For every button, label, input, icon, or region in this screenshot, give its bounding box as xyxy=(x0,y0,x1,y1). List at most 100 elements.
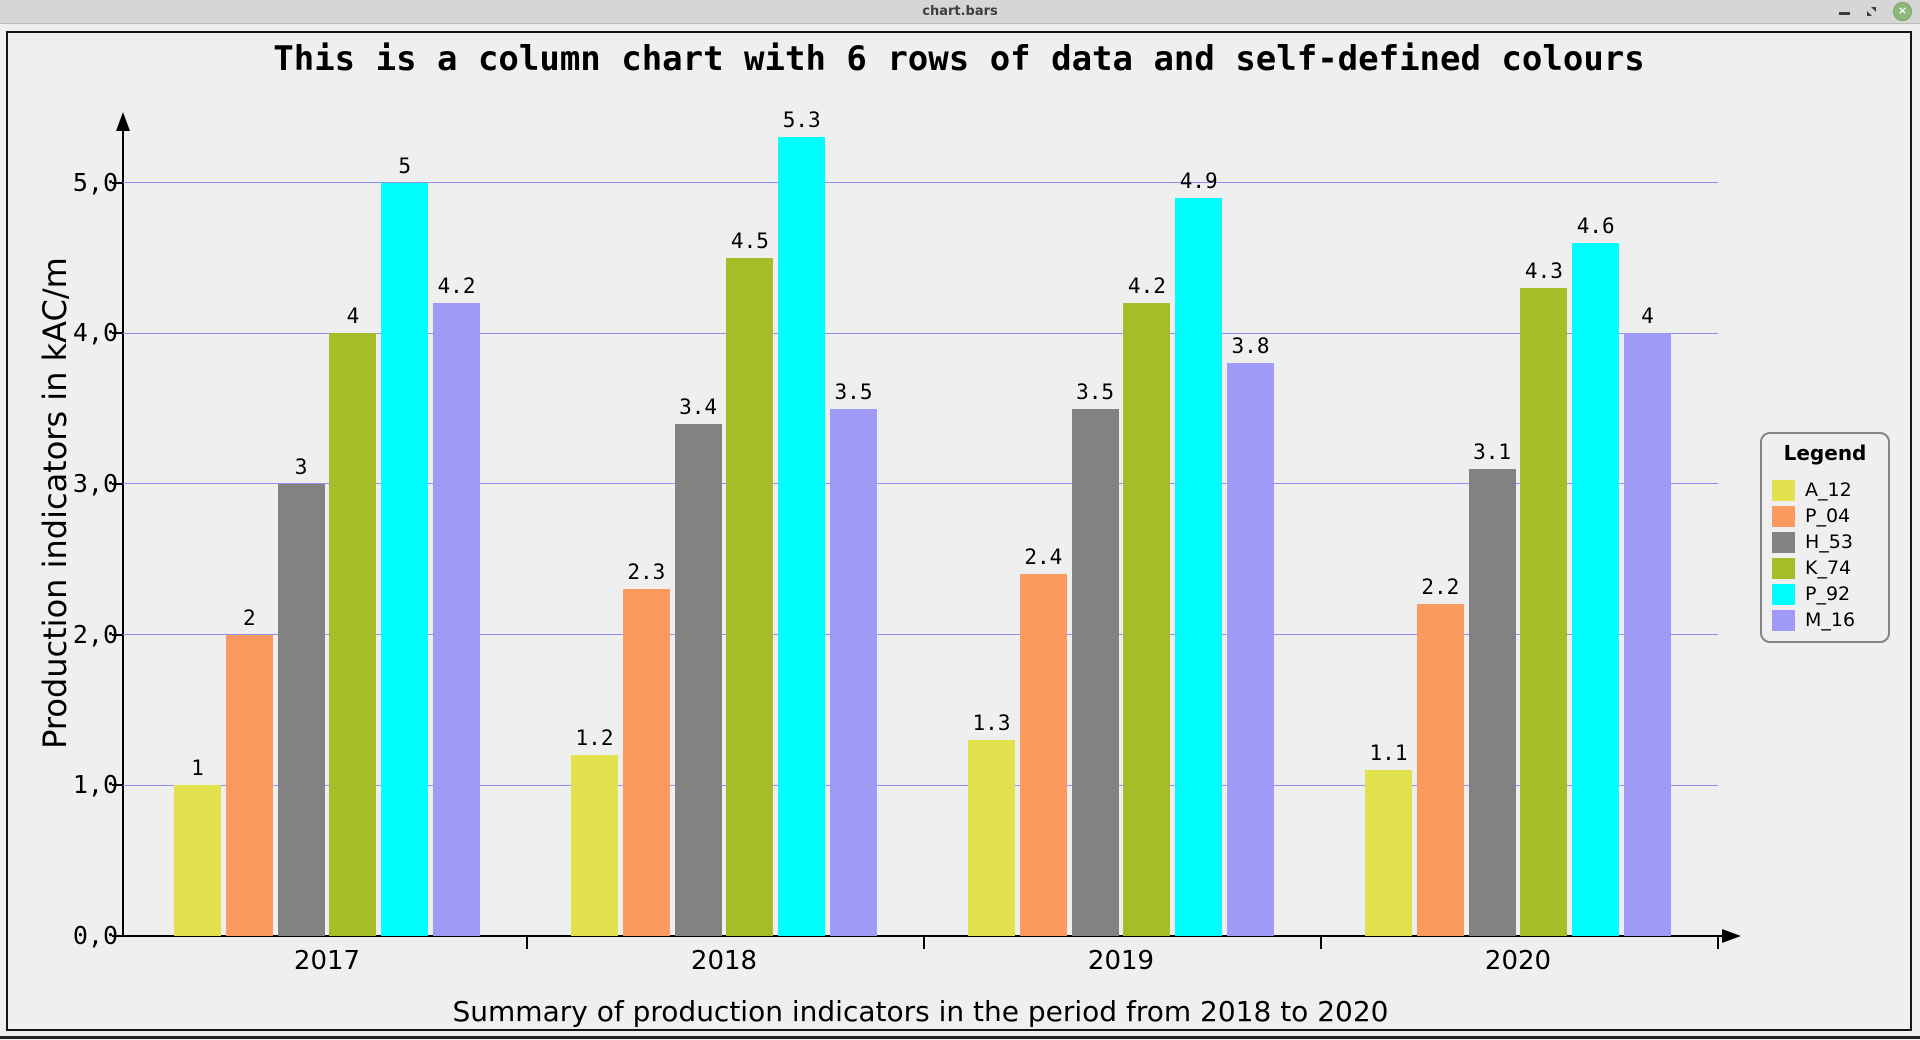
x-category-label: 2020 xyxy=(1484,946,1552,976)
bar-P_04-2018 xyxy=(622,589,670,936)
bar-value-label: 4 xyxy=(1641,304,1654,329)
gridline-5,0 xyxy=(123,182,1718,183)
bar-value-label: 2.4 xyxy=(1024,545,1063,570)
bar-value-label: 1.3 xyxy=(972,711,1011,736)
legend-item-K_74: K_74 xyxy=(1762,555,1888,581)
bar-value-label: 3.4 xyxy=(679,394,718,419)
bar-value-label: 5 xyxy=(398,153,412,178)
legend-swatch-H_53 xyxy=(1772,531,1795,553)
y-tick-label: 0,0 xyxy=(72,921,118,950)
bar-value-label: 4.9 xyxy=(1179,168,1218,193)
legend-swatch-K_74 xyxy=(1772,557,1795,579)
bar-H_53-2018 xyxy=(674,423,722,936)
x-tick-2019 xyxy=(1319,936,1322,949)
bar-value-label: 3.5 xyxy=(834,379,873,404)
bar-M_16-2018 xyxy=(830,408,877,936)
bar-value-label: 4.2 xyxy=(1127,274,1166,299)
bar-value-label: 3.8 xyxy=(1231,334,1270,359)
maximize-button[interactable] xyxy=(1866,6,1877,17)
gridline-4,0 xyxy=(123,332,1718,334)
y-axis-arrow-icon xyxy=(116,112,130,131)
bar-P_92-2019 xyxy=(1175,197,1223,936)
bar-value-label: 3.5 xyxy=(1076,379,1115,404)
y-tick-label: 3,0 xyxy=(72,468,118,498)
chart-title: This is a column chart with 6 rows of da… xyxy=(273,39,1645,79)
gridline-1,0 xyxy=(123,784,1718,786)
legend-item-label: A_12 xyxy=(1805,479,1852,501)
x-category-label: 2017 xyxy=(293,946,361,976)
bar-value-label: 4.3 xyxy=(1524,258,1563,283)
x-tick-2018 xyxy=(922,936,925,949)
bar-M_16-2017 xyxy=(433,303,480,936)
x-axis-title: Summary of production indicators in the … xyxy=(452,995,1389,1028)
y-axis-line xyxy=(122,125,124,936)
bar-value-label: 2.3 xyxy=(627,560,666,585)
legend-item-P_04: P_04 xyxy=(1762,503,1888,529)
window-title: chart.bars xyxy=(922,4,998,19)
bar-K_74-2020 xyxy=(1520,287,1568,936)
bar-K_74-2019 xyxy=(1123,303,1171,936)
close-icon: × xyxy=(1897,4,1908,17)
gridline-2,0 xyxy=(123,634,1718,636)
bar-A_12-2018 xyxy=(571,755,618,936)
legend-title: Legend xyxy=(1783,441,1867,465)
legend-item-label: H_53 xyxy=(1805,531,1853,553)
bar-P_04-2019 xyxy=(1019,574,1067,936)
bar-value-label: 1.2 xyxy=(575,726,614,751)
bar-value-label: 3 xyxy=(294,454,308,479)
y-tick-4,0 xyxy=(112,332,123,335)
legend-item-label: P_04 xyxy=(1805,505,1851,527)
bar-P_92-2017 xyxy=(381,182,429,936)
bar-A_12-2020 xyxy=(1365,770,1412,936)
chart-canvas: This is a column chart with 6 rows of da… xyxy=(6,31,1912,1031)
window-titlebar[interactable]: chart.bars × xyxy=(0,0,1920,24)
maximize-restore-icon xyxy=(1867,7,1876,16)
bar-value-label: 4 xyxy=(346,304,360,329)
legend-item-label: M_16 xyxy=(1805,609,1856,631)
minimize-icon xyxy=(1839,12,1850,15)
bar-A_12-2017 xyxy=(174,785,221,936)
bar-value-label: 2.2 xyxy=(1421,575,1460,600)
y-tick-5,0 xyxy=(112,181,123,184)
window-bottom-border xyxy=(0,1036,1920,1039)
bar-value-label: 1.1 xyxy=(1369,741,1408,766)
bar-M_16-2019 xyxy=(1227,363,1274,936)
legend-item-A_12: A_12 xyxy=(1762,477,1888,503)
y-tick-label: 2,0 xyxy=(72,619,118,649)
bar-M_16-2020 xyxy=(1624,333,1671,936)
legend-swatch-P_92 xyxy=(1772,583,1795,605)
y-tick-label: 5,0 xyxy=(72,167,118,197)
y-tick-label: 1,0 xyxy=(72,770,118,800)
bar-P_92-2020 xyxy=(1572,242,1620,936)
bar-A_12-2019 xyxy=(968,740,1015,936)
bar-K_74-2018 xyxy=(726,257,774,936)
close-button[interactable]: × xyxy=(1893,2,1912,21)
bar-K_74-2017 xyxy=(329,333,377,936)
bar-P_92-2018 xyxy=(778,137,826,936)
y-tick-2,0 xyxy=(112,633,123,636)
legend-swatch-A_12 xyxy=(1772,479,1795,501)
bar-value-label: 4.2 xyxy=(437,274,476,299)
minimize-button[interactable] xyxy=(1839,8,1850,15)
bar-P_04-2017 xyxy=(225,634,273,936)
bar-value-label: 4.6 xyxy=(1576,213,1615,238)
legend-item-H_53: H_53 xyxy=(1762,529,1888,555)
legend-box: Legend A_12 P_04 H_53 K_74 P_92 M_16 xyxy=(1760,432,1890,643)
y-tick-label: 4,0 xyxy=(72,318,118,348)
gridline-3,0 xyxy=(123,483,1718,485)
x-axis-arrow-icon xyxy=(1722,929,1741,943)
legend-item-P_92: P_92 xyxy=(1762,581,1888,607)
x-tick-2020 xyxy=(1716,936,1719,949)
legend-item-label: P_92 xyxy=(1805,583,1851,605)
y-tick-3,0 xyxy=(112,482,123,485)
bar-value-label: 4.5 xyxy=(730,228,769,253)
x-category-label: 2018 xyxy=(690,946,758,976)
bar-value-label: 3.1 xyxy=(1473,439,1512,464)
bar-value-label: 1 xyxy=(191,756,204,781)
bar-H_53-2019 xyxy=(1071,408,1119,936)
bar-H_53-2017 xyxy=(277,483,325,936)
legend-items: A_12 P_04 H_53 K_74 P_92 M_16 xyxy=(1762,477,1888,633)
y-tick-0,0 xyxy=(112,935,123,937)
legend-item-label: K_74 xyxy=(1805,557,1852,579)
bar-H_53-2020 xyxy=(1468,468,1516,936)
